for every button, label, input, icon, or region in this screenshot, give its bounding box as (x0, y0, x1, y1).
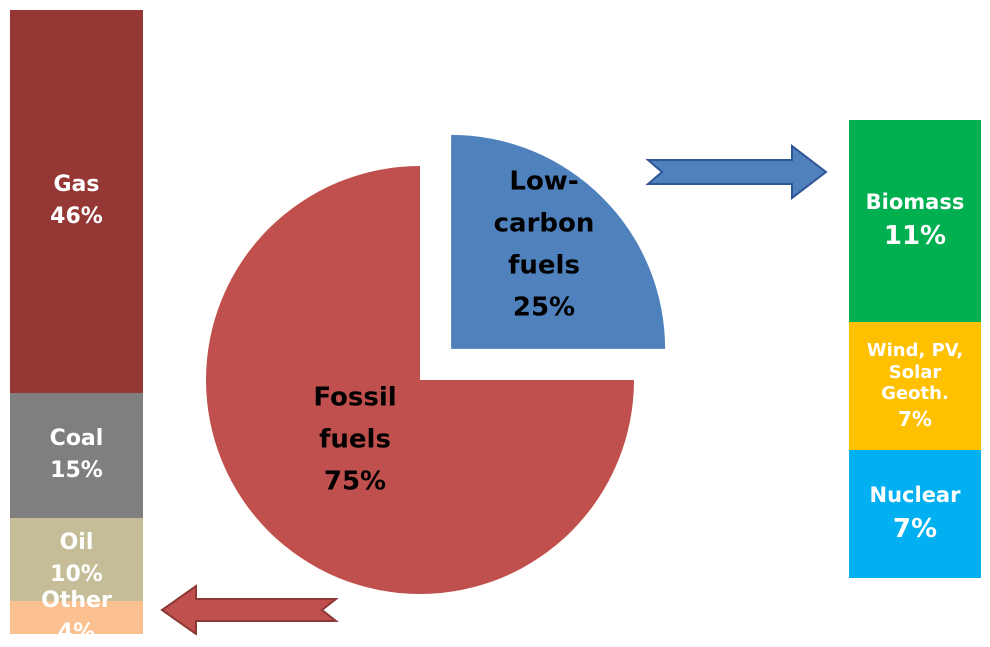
pie-slice-value-label: 75% (324, 467, 386, 497)
bar-segment-coal: Coal 15% (10, 392, 143, 518)
bar-segment-wind-pv-solar-geoth: Wind, PV, Solar Geoth. 7% (849, 321, 981, 450)
bar-segment-label: Other (41, 587, 112, 613)
arrow-to-low-carbon-breakdown (645, 143, 828, 201)
bar-segment-value: 7% (898, 407, 932, 432)
bar-segment-label: Geoth. (881, 383, 949, 405)
bar-segment-label: Solar (888, 361, 942, 383)
bar-segment-label: Coal (49, 425, 104, 451)
bar-segment-biomass: Biomass 11% (849, 120, 981, 322)
pie-slice-label: Fossil (313, 383, 396, 413)
bar-segment-gas: Gas 46% (10, 10, 143, 393)
bar-segment-label: Wind, PV, (866, 340, 964, 362)
bar-segment-label: Biomass (865, 189, 965, 214)
bar-segment-value: 10% (50, 562, 103, 588)
bar-segment-other: Other 4% (10, 588, 143, 645)
pie-slice-label: fuels (319, 425, 391, 455)
pie-slice-label: carbon (494, 209, 595, 239)
bar-segment-label: Gas (53, 171, 100, 197)
pie-slice-label: Low- (509, 167, 578, 197)
arrow-to-fossil-breakdown (160, 584, 339, 635)
bar-segment-label: Oil (59, 529, 94, 555)
pie-slice-value-label: 25% (513, 293, 575, 323)
pie-slice-fossil-fuels (206, 166, 634, 594)
bar-segment-oil: Oil 10% (10, 517, 143, 601)
bar-segment-value: 15% (50, 458, 103, 484)
bar-segment-label: Nuclear (869, 482, 961, 507)
bar-segment-nuclear: Nuclear 7% (849, 449, 981, 578)
bar-segment-value: 46% (50, 204, 103, 230)
pie-slice-label: fuels (508, 251, 580, 281)
bar-segment-value: 11% (883, 220, 947, 251)
pie-slice-low-carbon-fuels (451, 134, 666, 349)
bar-segment-value: 4% (57, 620, 96, 646)
bar-segment-value: 7% (892, 513, 938, 544)
